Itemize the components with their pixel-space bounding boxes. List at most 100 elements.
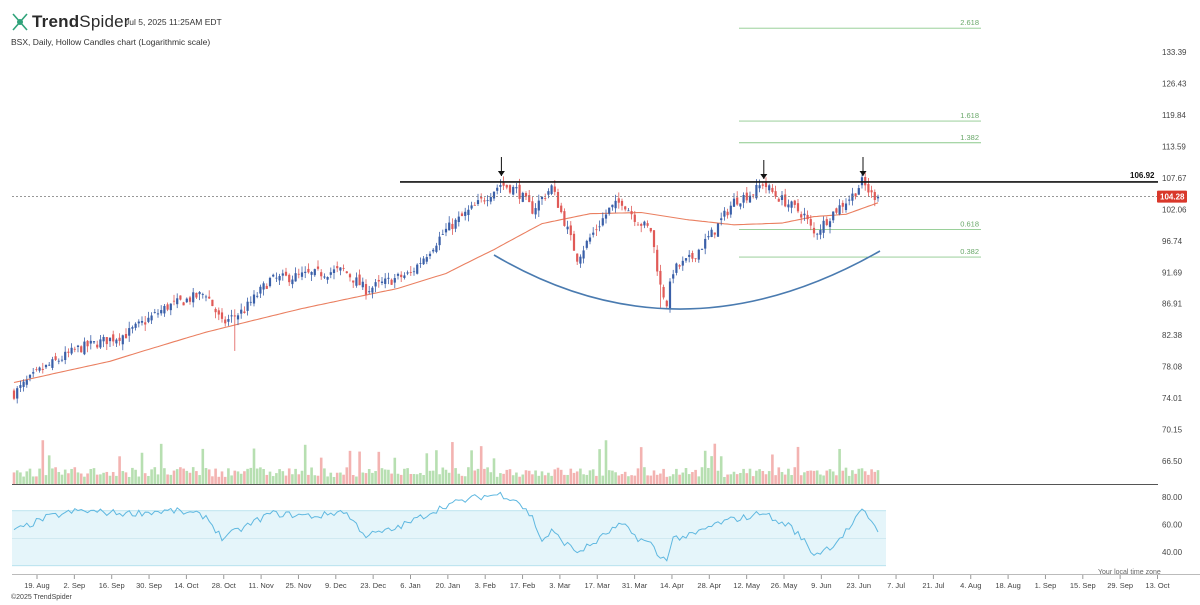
candle-body [441, 234, 444, 235]
candle-body [736, 197, 739, 205]
candle-body [659, 270, 662, 285]
volume-bar [95, 474, 99, 484]
volume-bar [41, 440, 45, 484]
volume-bar [438, 474, 441, 484]
volume-bar [627, 476, 630, 484]
volume-bar [719, 456, 723, 484]
candle-body [355, 277, 358, 286]
candle-body [758, 185, 761, 189]
candle-body [505, 184, 508, 188]
volume-bar [687, 474, 691, 484]
candle-body [665, 300, 668, 307]
volume-bar [572, 472, 576, 484]
candle-body [105, 337, 108, 345]
volume-bar [345, 467, 349, 484]
volume-bar [67, 473, 70, 484]
volume-bar [649, 475, 653, 484]
volume-bar [543, 475, 547, 484]
volume-bar [499, 473, 502, 484]
volume-bar [863, 471, 867, 484]
volume-bar [591, 469, 595, 484]
volume-bar [729, 474, 733, 484]
volume-bar [758, 469, 761, 484]
volume-bar [806, 470, 809, 484]
volume-bar [175, 469, 179, 484]
volume-bar [403, 468, 406, 484]
volume-bar [319, 457, 323, 484]
volume-bar [396, 473, 400, 484]
candle-body [300, 272, 304, 277]
candle-body [540, 196, 544, 200]
candle-body [124, 333, 128, 339]
volume-bar [799, 475, 803, 484]
volume-bar [291, 474, 294, 484]
axes: 133.39 126.43 119.84 113.59 107.67 102.06 96.7… [24, 48, 1187, 590]
volume-bar [351, 475, 355, 484]
volume-bar [755, 470, 758, 484]
candle-body [483, 200, 486, 202]
volume-bar [105, 471, 109, 484]
volume-bar [860, 468, 864, 484]
candle-body [352, 280, 355, 283]
candle-body [304, 271, 307, 273]
price-axis-label: 113.59 [1162, 142, 1186, 151]
candle-body [102, 336, 105, 342]
volume-bar [838, 448, 841, 484]
candle-body [425, 257, 428, 262]
candle-body [326, 277, 329, 280]
candle-body [364, 284, 368, 295]
volume-bar [361, 472, 365, 484]
candle-body [460, 213, 464, 217]
candle-body [700, 249, 704, 250]
volume-bar [220, 471, 224, 484]
volume-bar [486, 467, 489, 484]
candle-body [297, 273, 300, 275]
candle-body [275, 277, 278, 279]
candle-body [268, 277, 272, 287]
volume-bar [131, 467, 134, 484]
volume-bar [259, 467, 262, 484]
candle-body [627, 210, 630, 212]
volume-bar [303, 444, 307, 484]
volume-bar [489, 472, 493, 484]
volume-bar [646, 475, 649, 484]
volume-bar [636, 468, 640, 484]
candle-body [646, 223, 649, 226]
price-axis-label: 91.69 [1162, 268, 1183, 277]
volume-bar [790, 475, 793, 484]
volume-bar [735, 474, 739, 484]
x-tick-label: 14. Oct [174, 581, 199, 590]
volume-bar [707, 467, 710, 484]
volume-bar [268, 471, 272, 484]
candle-body [614, 200, 617, 209]
volume-bar [195, 471, 198, 484]
candle-body [809, 219, 812, 226]
volume-bar [505, 469, 509, 484]
candle-body [518, 184, 521, 199]
x-tick-label: 18. Aug [995, 581, 1020, 590]
volume-bar [521, 474, 525, 484]
candle-body [828, 221, 832, 227]
volume-bar [387, 469, 390, 484]
candle-body [38, 367, 41, 371]
candle-body [361, 281, 364, 288]
volume-bar [415, 474, 419, 484]
candle-body [163, 305, 166, 314]
candle-body [256, 295, 259, 297]
candle-body [153, 312, 156, 313]
volume-bar [121, 471, 125, 484]
candle-body [694, 258, 697, 260]
volume-bar [620, 474, 624, 484]
candle-body [348, 274, 352, 278]
volume-bar [585, 474, 589, 484]
candle-body [617, 198, 620, 203]
candle-body [115, 339, 118, 344]
volume-bar [492, 458, 496, 484]
volume-bar [89, 469, 93, 484]
candle-body [208, 296, 211, 299]
volume-bar [198, 475, 201, 484]
price-axis-label: 102.06 [1162, 205, 1187, 214]
volume-bar [748, 468, 752, 484]
volume-bar [166, 474, 169, 484]
